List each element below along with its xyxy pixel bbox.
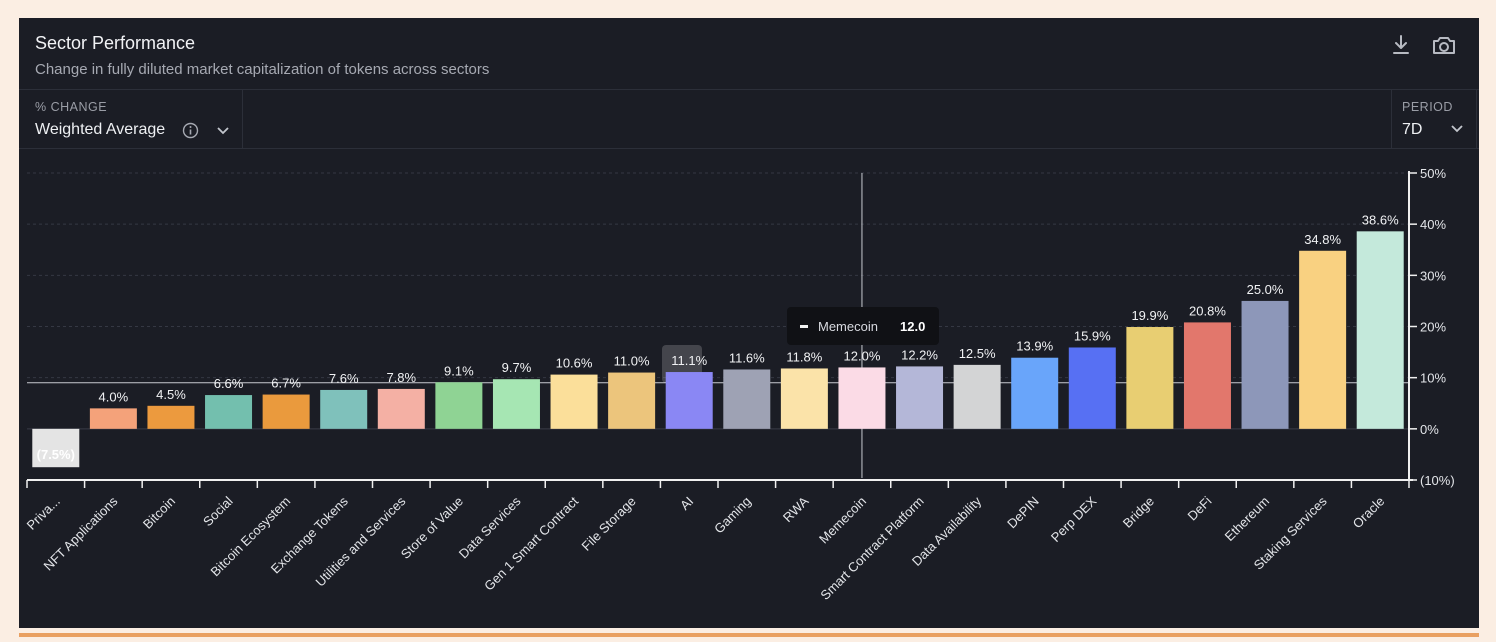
x-tick-label: Oracle — [1350, 494, 1388, 532]
x-tick-label: Ethereum — [1222, 494, 1272, 544]
bar — [435, 382, 483, 429]
bar-value-label: 25.0% — [1247, 282, 1284, 297]
bar-value-label: 7.8% — [386, 370, 416, 385]
y-tick-label: 10% — [1420, 371, 1446, 386]
bar-value-label: 15.9% — [1074, 328, 1111, 343]
bar-value-label: 9.1% — [444, 363, 474, 378]
bar — [665, 372, 713, 429]
bar — [1068, 347, 1116, 429]
chart-title: Sector Performance — [35, 33, 196, 53]
tooltip-swatch — [800, 325, 808, 328]
bar — [550, 374, 598, 429]
x-tick-label: Gaming — [711, 494, 754, 537]
bar — [723, 369, 771, 429]
x-tick-label: Gen 1 Smart Contract — [481, 493, 581, 593]
sector-performance-panel: Sector Performance Change in fully dilut… — [19, 18, 1479, 628]
bar-value-label: 19.9% — [1131, 308, 1168, 323]
bar-value-label: 7.6% — [329, 371, 359, 386]
bar — [780, 368, 828, 429]
bar-value-label: 4.5% — [156, 387, 186, 402]
x-tick-label: AI — [677, 494, 696, 513]
bar — [1126, 327, 1174, 429]
tooltip-series: Memecoin — [818, 319, 878, 334]
bar-value-label: 9.7% — [502, 360, 532, 375]
chevron-down-icon[interactable] — [216, 126, 230, 136]
bottom-rule — [19, 633, 1479, 637]
bar-value-label: 4.0% — [99, 389, 129, 404]
chart-tooltip: Memecoin 12.0 — [787, 307, 939, 345]
bar-value-label: 11.1% — [671, 353, 707, 368]
y-tick-label: 0% — [1420, 422, 1439, 437]
x-tick-label: File Storage — [579, 494, 639, 554]
change-type-label: % CHANGE — [35, 100, 108, 114]
bar-value-label: 13.9% — [1016, 339, 1053, 354]
period-label: PERIOD — [1402, 100, 1453, 114]
bar — [320, 389, 368, 429]
bar — [1299, 250, 1347, 429]
info-icon[interactable] — [182, 122, 199, 139]
download-icon[interactable] — [1387, 32, 1415, 58]
bar-value-label: 10.6% — [556, 356, 593, 371]
filter-bar: % CHANGE Weighted Average PERIOD 7D — [19, 89, 1479, 149]
camera-icon[interactable] — [1430, 32, 1458, 58]
bar — [377, 388, 425, 429]
bar — [838, 367, 886, 429]
chart-subtitle: Change in fully diluted market capitaliz… — [35, 61, 490, 78]
bar — [89, 408, 137, 429]
x-tick-label: Priva... — [24, 494, 63, 533]
x-tick-label: Perp DEX — [1048, 493, 1100, 545]
bar-value-label: 11.8% — [786, 349, 822, 364]
y-tick-label: 20% — [1420, 320, 1446, 335]
bar-value-label: 20.8% — [1189, 303, 1226, 318]
bar-value-label: 6.6% — [214, 376, 244, 391]
bar — [1183, 322, 1231, 429]
bar — [262, 394, 310, 429]
bar-value-label: (7.5%) — [37, 447, 75, 462]
bar-value-label: 12.5% — [959, 346, 996, 361]
bar — [205, 395, 253, 429]
bar — [492, 379, 540, 429]
bar-value-label: 12.0% — [844, 348, 881, 363]
bar-value-label: 34.8% — [1304, 232, 1341, 247]
bar — [953, 364, 1001, 429]
bar — [896, 366, 944, 429]
x-tick-label: Social — [200, 493, 236, 529]
x-tick-label: RWA — [780, 493, 812, 525]
bar-value-label: 6.7% — [271, 376, 301, 391]
bar — [1011, 357, 1059, 429]
y-tick-label: (10%) — [1420, 473, 1455, 488]
period-value: 7D — [1402, 121, 1423, 138]
y-tick-label: 40% — [1420, 217, 1446, 232]
tooltip-value: 12.0 — [900, 319, 926, 334]
bar — [608, 372, 656, 429]
x-tick-label: Bitcoin — [140, 494, 178, 532]
x-tick-label: DeFi — [1185, 493, 1215, 523]
x-tick-label: Smart Contract Platform — [817, 494, 926, 603]
bar — [147, 405, 195, 429]
x-tick-label: Memecoin — [816, 494, 869, 547]
bar-value-label: 11.6% — [729, 350, 765, 365]
bar-value-label: 11.0% — [614, 354, 650, 369]
bar — [32, 428, 80, 468]
chevron-down-icon[interactable] — [1450, 124, 1464, 134]
y-tick-label: 50% — [1420, 166, 1446, 181]
period-select[interactable]: PERIOD 7D — [1391, 90, 1477, 148]
x-tick-label: Bridge — [1120, 494, 1157, 531]
bar-value-label: 12.2% — [901, 347, 938, 362]
x-tick-label: DePIN — [1004, 494, 1042, 532]
bar-value-label: 38.6% — [1362, 212, 1399, 227]
bar-chart: (7.5%) 4.0% 4.5% 6.6% 6.7% 7.6% 7.8% 9.1% 9.7% 10… — [24, 166, 1455, 603]
change-type-value: Weighted Average — [35, 121, 166, 138]
bar — [1241, 300, 1289, 429]
bar — [1356, 231, 1404, 429]
y-tick-label: 30% — [1420, 268, 1446, 283]
change-type-select[interactable]: % CHANGE Weighted Average — [19, 90, 243, 148]
